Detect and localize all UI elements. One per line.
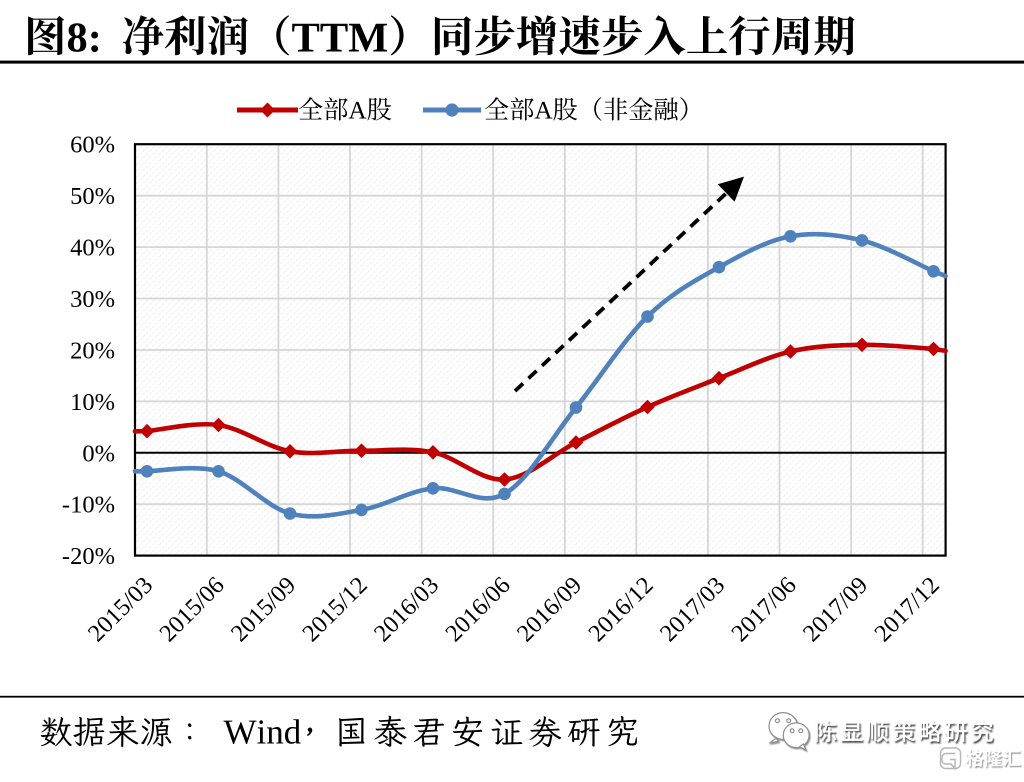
svg-text:-20%: -20%: [62, 543, 115, 570]
svg-text:30%: 30%: [70, 286, 115, 313]
svg-text:20%: 20%: [70, 338, 115, 365]
svg-text:0%: 0%: [82, 440, 115, 467]
svg-text:-10%: -10%: [62, 492, 115, 519]
svg-text:50%: 50%: [70, 183, 115, 210]
svg-text:10%: 10%: [70, 389, 115, 416]
svg-text:40%: 40%: [70, 235, 115, 262]
svg-text:60%: 60%: [70, 132, 115, 159]
